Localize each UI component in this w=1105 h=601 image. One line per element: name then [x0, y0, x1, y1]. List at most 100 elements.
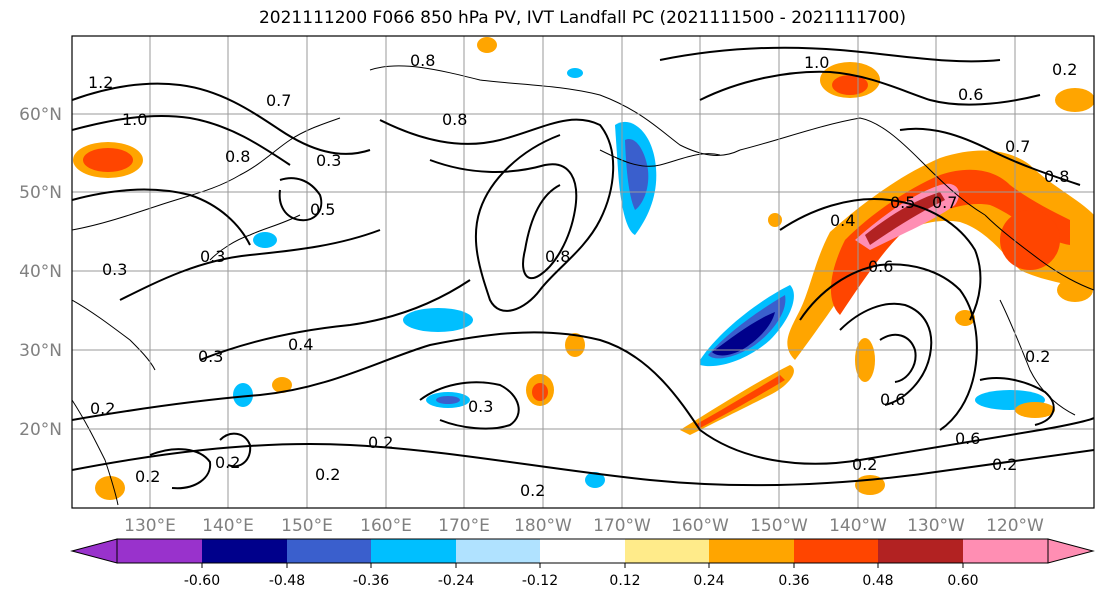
blob — [436, 396, 460, 404]
blob — [1000, 210, 1060, 270]
colorbar: -0.60 -0.48 -0.36 -0.24 -0.12 0.12 0.24 … — [70, 538, 1095, 589]
contour-label: 0.3 — [316, 151, 341, 170]
contour — [149, 448, 212, 490]
se-band-red — [695, 375, 785, 428]
lat-label: 20°N — [19, 420, 62, 440]
lat-axis: 60°N 50°N 40°N 30°N 20°N — [19, 105, 62, 440]
lon-label: 130°W — [907, 516, 965, 536]
colorbar-tick-label: 0.48 — [862, 573, 893, 589]
colorbar-frame — [116, 538, 1049, 564]
contour-label: 0.6 — [958, 85, 983, 104]
contour-label: 0.8 — [545, 247, 570, 266]
contour — [278, 177, 323, 222]
blob — [272, 377, 292, 393]
lat-label: 40°N — [19, 262, 62, 282]
colorbar-swatch — [371, 539, 456, 563]
blob — [567, 68, 583, 78]
contour-label: 0.8 — [225, 147, 250, 166]
contour — [799, 263, 978, 431]
colorbar-tick-label: -0.48 — [269, 573, 305, 589]
contour-label: 0.3 — [102, 260, 127, 279]
colorbar-tick-label: 0.60 — [947, 573, 978, 589]
lon-label: 150°E — [281, 516, 333, 536]
lon-label: 160°E — [360, 516, 412, 536]
contour — [839, 302, 933, 406]
contour-label: 0.6 — [868, 257, 893, 276]
colorbar-tick-label: 0.24 — [693, 573, 724, 589]
ar-band-red — [830, 169, 1070, 315]
blob — [83, 148, 133, 172]
colorbar-swatch — [625, 539, 709, 563]
lat-label: 60°N — [19, 105, 62, 125]
coastlines — [72, 65, 1094, 506]
blob — [1015, 402, 1055, 418]
colorbar-tick-label: 0.36 — [778, 573, 809, 589]
colorbar-tick-label: -0.60 — [184, 573, 220, 589]
colorbar-tick-label: -0.24 — [438, 573, 474, 589]
lat-label: 30°N — [19, 341, 62, 361]
colorbar-swatch — [794, 539, 878, 563]
lon-axis: 130°E 140°E 150°E 160°E 170°E 180°W 170°… — [124, 516, 1044, 536]
lon-label: 170°E — [438, 516, 490, 536]
contour-label: 0.4 — [288, 335, 313, 354]
contour-label: 0.6 — [880, 390, 905, 409]
contour — [699, 70, 1041, 106]
blob — [1055, 88, 1094, 112]
contour — [659, 46, 1001, 63]
colorbar-swatch — [963, 539, 1048, 563]
contour — [379, 118, 615, 312]
contour-label: 1.2 — [88, 73, 113, 92]
contour — [72, 188, 251, 246]
blue-band-dark — [712, 312, 775, 356]
blob — [233, 383, 253, 407]
contour — [899, 127, 1081, 186]
contours — [72, 46, 1094, 490]
blob — [1057, 278, 1093, 302]
colorbar-extend-left — [70, 538, 118, 564]
contour — [72, 82, 371, 155]
contour-label: 0.2 — [368, 433, 393, 452]
contour-label: 0.5 — [310, 200, 335, 219]
blob — [585, 472, 605, 488]
contour-label: 0.3 — [468, 397, 493, 416]
contour-label: 0.2 — [852, 455, 877, 474]
map-panel: 0.8 1.0 1.2 1.0 0.7 0.3 0.5 0.3 0.8 0.8 … — [72, 36, 1094, 508]
map-frame — [71, 35, 1095, 509]
contour-label: 0.8 — [410, 51, 435, 70]
contour-label: 0.2 — [1025, 347, 1050, 366]
blob — [768, 213, 782, 227]
contour-label: 0.2 — [215, 453, 240, 472]
contour — [199, 279, 471, 361]
contour-label: 1.0 — [804, 53, 829, 72]
contour-label: 0.2 — [520, 481, 545, 500]
contour-label: 0.2 — [90, 399, 115, 418]
contour — [219, 432, 252, 468]
colorbar-ticks — [201, 563, 964, 568]
blob — [403, 308, 473, 332]
contour — [979, 377, 1055, 426]
colorbar-tick-label: -0.36 — [353, 573, 389, 589]
lon-label: 170°W — [593, 516, 651, 536]
gridlines — [72, 36, 1094, 508]
colorbar-swatch — [709, 539, 794, 563]
colorbar-tick-label: -0.12 — [522, 573, 558, 589]
contour — [419, 381, 520, 430]
contour-label: 0.4 — [830, 211, 855, 230]
blob — [565, 333, 585, 357]
contour-labels: 0.8 1.0 1.2 1.0 0.7 0.3 0.5 0.3 0.8 0.8 … — [88, 51, 1077, 500]
contour-label: 0.7 — [1005, 137, 1030, 156]
colorbar-tick-label: 0.12 — [609, 573, 640, 589]
contour-label: 0.2 — [1052, 60, 1077, 79]
blob — [955, 310, 975, 326]
lon-label: 140°E — [202, 516, 254, 536]
lat-label: 50°N — [19, 183, 62, 203]
contour — [119, 229, 381, 301]
colorbar-swatch — [540, 539, 625, 563]
contour — [72, 114, 291, 166]
contour-label: 0.7 — [932, 193, 957, 212]
map-title: 2021111200 F066 850 hPa PV, IVT Landfall… — [258, 8, 906, 28]
blob — [855, 338, 875, 382]
contour-label: 0.8 — [442, 110, 467, 129]
ar-band-dark — [865, 192, 945, 245]
